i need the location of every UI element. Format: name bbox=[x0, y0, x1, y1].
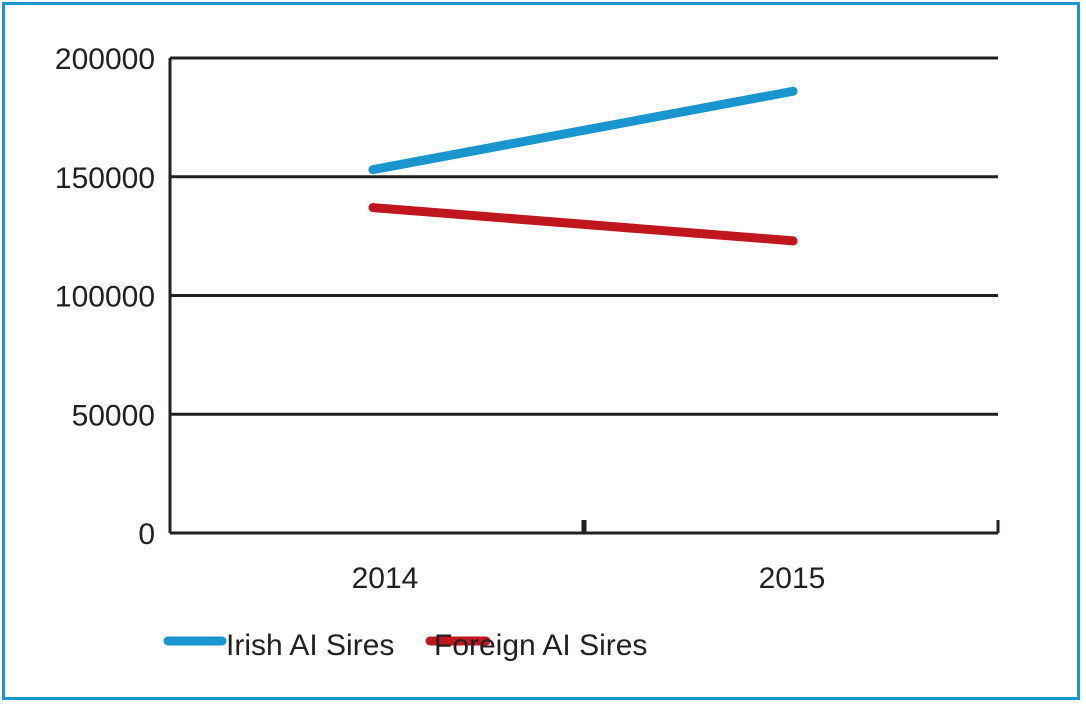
legend: Irish AI Sires Foreign AI Sires bbox=[163, 629, 647, 662]
axes bbox=[168, 58, 1000, 535]
y-tick-label-150000: 150000 bbox=[55, 162, 155, 195]
legend-label-foreign-ai-sires: Foreign AI Sires bbox=[434, 629, 647, 662]
y-tick-label-50000: 50000 bbox=[72, 399, 155, 432]
y-tick-label-200000: 200000 bbox=[55, 43, 155, 76]
series-line-foreign-ai-sires bbox=[368, 203, 798, 246]
series-lines bbox=[368, 86, 798, 246]
data-point-foreign-2014 bbox=[368, 203, 378, 213]
data-point-foreign-2015 bbox=[788, 236, 798, 246]
y-tick-label-0: 0 bbox=[138, 518, 155, 551]
data-point-irish-2015 bbox=[788, 86, 798, 96]
tick-labels: 0 50000 100000 150000 200000 2014 2015 bbox=[55, 43, 825, 595]
series-line-irish-ai-sires bbox=[368, 86, 798, 175]
data-point-irish-2014 bbox=[368, 165, 378, 175]
legend-label-irish-ai-sires: Irish AI Sires bbox=[226, 629, 394, 662]
x-tick-label-2014: 2014 bbox=[352, 562, 419, 595]
gridlines bbox=[170, 56, 998, 416]
y-tick-label-100000: 100000 bbox=[55, 281, 155, 314]
x-tick-label-2015: 2015 bbox=[759, 562, 826, 595]
